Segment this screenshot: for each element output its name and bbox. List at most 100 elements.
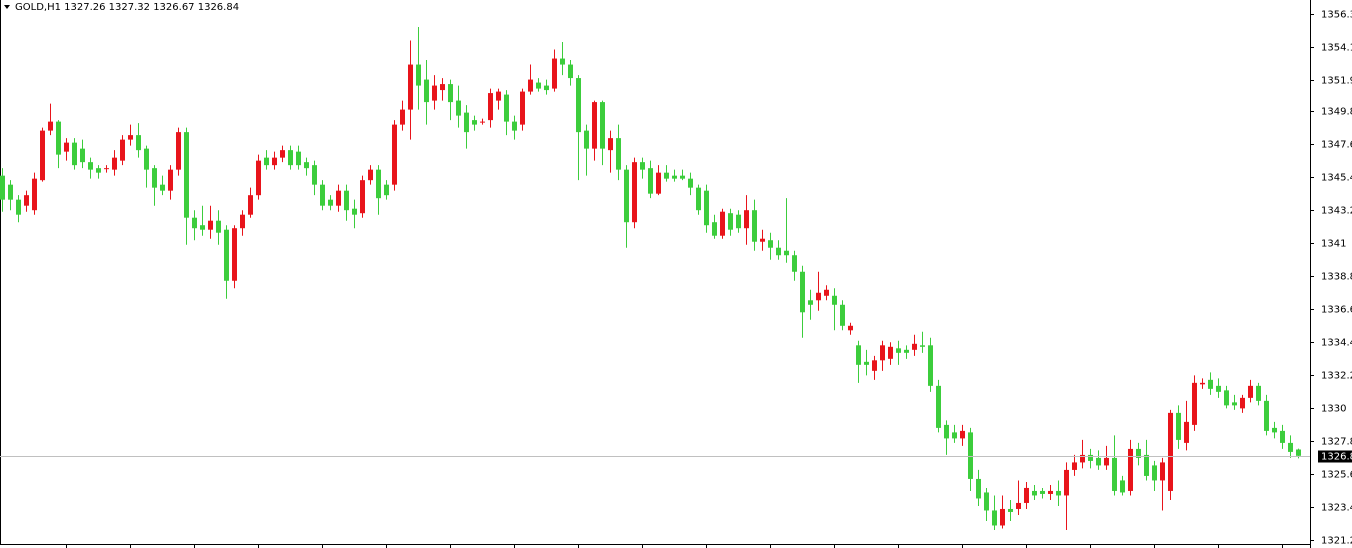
candle-body (576, 78, 581, 133)
y-tick-label: 1341 (1321, 239, 1346, 250)
candle-body (608, 138, 613, 151)
candle-body (112, 157, 117, 170)
candle-body (712, 222, 717, 236)
candle-body (848, 325, 853, 331)
candle-body (352, 208, 357, 215)
candle-body (1096, 457, 1101, 466)
candle-body (272, 157, 277, 166)
candle-body (384, 184, 389, 196)
candle-body (1264, 400, 1269, 431)
candle-body (1296, 449, 1301, 456)
candle-body (208, 220, 213, 230)
candle-body (888, 346, 893, 359)
y-tick-label: 1323.4 (1321, 503, 1352, 514)
candle-body (1072, 462, 1077, 470)
y-tick-label: 1327.8 (1321, 437, 1352, 448)
candle-body (1016, 502, 1021, 509)
last-price-box (1318, 450, 1352, 463)
y-tick-label: 1345.4 (1321, 173, 1352, 184)
candle-body (656, 172, 661, 194)
candle-body (288, 150, 293, 166)
candle-body (8, 184, 13, 200)
candle-body (416, 64, 421, 86)
candle-body (1008, 508, 1013, 512)
candle-body (1216, 385, 1221, 392)
candle-body (1128, 448, 1133, 491)
candle-body (104, 168, 109, 170)
candle-body (128, 135, 133, 140)
candle-body (1224, 390, 1229, 406)
candle-body (456, 100, 461, 116)
candle-body (520, 91, 525, 125)
candle-body (1168, 412, 1173, 491)
candle-body (1136, 448, 1141, 458)
candle-body (592, 102, 597, 149)
candle-body (432, 85, 437, 101)
candle-body (256, 160, 261, 196)
y-tick-label: 1347.6 (1321, 140, 1352, 151)
y-tick-label: 1349.8 (1321, 107, 1352, 118)
candle-body (424, 79, 429, 103)
candle-body (24, 195, 29, 206)
y-tick-label: 1325.6 (1321, 470, 1352, 481)
candle-body (1256, 385, 1261, 401)
candle-body (976, 478, 981, 499)
candle-body (1272, 427, 1277, 433)
candle-body (880, 345, 885, 361)
candle-body (544, 85, 549, 91)
candle-body (824, 289, 829, 296)
candle-body (1200, 382, 1205, 385)
candle-body (1240, 397, 1245, 409)
candle-body (648, 168, 653, 194)
candle-body (40, 130, 45, 181)
candle-body (896, 348, 901, 353)
candle-body (816, 292, 821, 301)
candle-body (1152, 465, 1157, 481)
candle-body (688, 178, 693, 188)
candle-body (96, 168, 101, 173)
candle-body (504, 94, 509, 122)
candle-body (480, 121, 485, 123)
candle-body (184, 132, 189, 218)
y-tick-label: 1321.2 (1321, 536, 1352, 547)
candle-body (1248, 385, 1253, 398)
candle-body (528, 79, 533, 92)
candle-body (464, 112, 469, 133)
candle-body (792, 255, 797, 272)
candle-body (1024, 487, 1029, 503)
candle-body (496, 91, 501, 101)
candle-body (664, 172, 669, 179)
candle-body (584, 130, 589, 149)
candle-body (680, 175, 685, 179)
candle-body (952, 432, 957, 439)
candle-body (440, 84, 445, 91)
candle-body (632, 162, 637, 223)
candle-body (88, 162, 93, 170)
candle-body (832, 295, 837, 305)
symbol-menu-arrow[interactable] (4, 5, 10, 9)
candle-body (640, 162, 645, 170)
candle-body (776, 247, 781, 256)
candle-body (344, 190, 349, 211)
candle-body (136, 135, 141, 151)
candle-body (160, 184, 165, 191)
candle-body (224, 229, 229, 281)
candle-body (736, 214, 741, 229)
candle-body (1208, 379, 1213, 389)
candle-body (1064, 469, 1069, 496)
candle-body (32, 178, 37, 211)
candle-body (472, 120, 477, 125)
candle-body (936, 385, 941, 428)
candle-body (696, 187, 701, 211)
candle-body (512, 121, 517, 131)
candle-body (928, 345, 933, 386)
candle-body (232, 228, 237, 281)
y-tick-label: 1336.6 (1321, 305, 1352, 316)
candle-body (168, 169, 173, 191)
candle-body (920, 345, 925, 347)
candle-body (296, 151, 301, 166)
candle-body (1192, 382, 1197, 425)
candle-body (392, 124, 397, 185)
